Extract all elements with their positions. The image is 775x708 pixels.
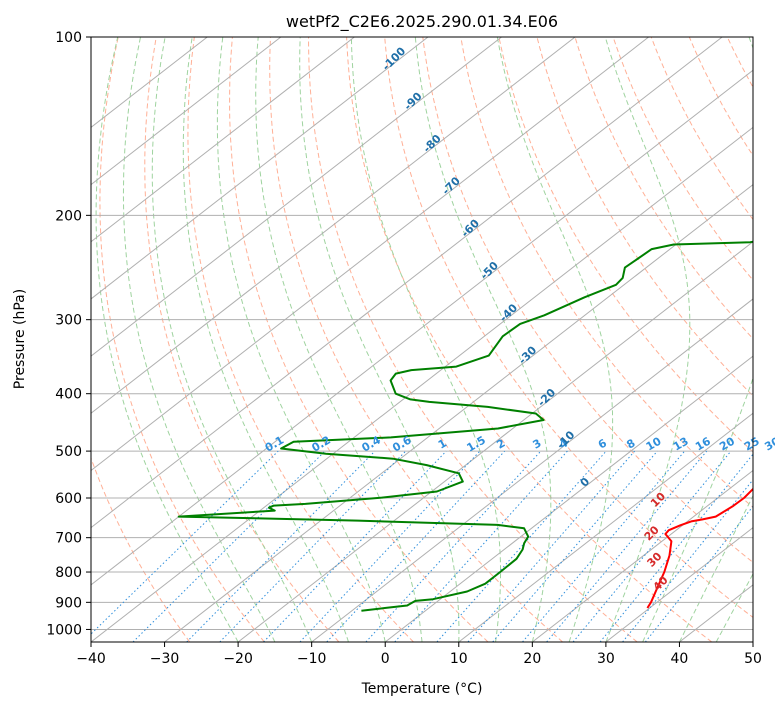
- isotherm-line: [91, 126, 753, 642]
- isotherm-line: [91, 37, 576, 414]
- profile-lines: [177, 240, 753, 612]
- y-tick-label: 200: [55, 208, 82, 224]
- isotherm-line: [91, 37, 723, 529]
- mixing-ratio-line: [263, 450, 447, 642]
- dry-adiabat-line: [422, 37, 753, 564]
- dry-adiabat-line: [612, 37, 753, 281]
- x-tick-label: 10: [450, 651, 468, 667]
- plot-area: [91, 37, 753, 642]
- y-tick-label: 300: [55, 313, 82, 329]
- moist-adiabat-line: [151, 37, 313, 642]
- y-tick-label: 800: [55, 565, 82, 581]
- dry-adiabat-line: [650, 37, 753, 221]
- isotherm-line: [91, 37, 355, 243]
- isotherm-line: [384, 355, 753, 642]
- moist-adiabat-line: [95, 37, 239, 642]
- x-tick-label: 20: [523, 651, 541, 667]
- mixing-ratio-line: [644, 505, 753, 642]
- chart-title: wetPf2_C2E6.2025.290.01.34.E06: [286, 12, 558, 32]
- y-tick-label: 900: [55, 595, 82, 611]
- mixing-ratio-line: [436, 450, 607, 642]
- background-lines: [91, 37, 753, 642]
- dry-adiabat-line: [346, 37, 713, 642]
- dry-adiabat-line: [269, 37, 563, 642]
- mixing-ratio-line: [326, 450, 506, 642]
- isotherm-line: [91, 69, 753, 586]
- isotherm-line: [91, 37, 282, 186]
- y-axis: 100 200 300 400 500 600 700 800 900 1000: [46, 30, 91, 638]
- moist-adiabat-line: [642, 37, 753, 642]
- y-tick-label: 100: [55, 30, 82, 46]
- isotherm-line: [237, 241, 753, 642]
- isotherm-line: [91, 37, 429, 300]
- isotherm-line: [91, 37, 649, 472]
- plot-frame: [90, 36, 754, 643]
- x-tick-label: −40: [76, 651, 106, 667]
- y-tick-label: 400: [55, 387, 82, 403]
- mixing-ratio-line: [572, 450, 732, 642]
- moist-adiabat-line: [299, 37, 460, 642]
- x-tick-label: −10: [297, 651, 327, 667]
- dry-adiabat-line: [574, 37, 753, 340]
- mixing-ratio-line: [186, 450, 376, 642]
- x-tick-label: −30: [150, 651, 180, 667]
- isotherm-line: [532, 469, 753, 642]
- dry-adiabat-line: [498, 37, 753, 453]
- moist-adiabat-line: [604, 37, 691, 642]
- dry-adiabat-line: [384, 37, 753, 618]
- dry-adiabat-line: [144, 37, 340, 642]
- dry-adiabat-line: [308, 37, 638, 642]
- mixing-ratio-line: [546, 450, 708, 642]
- mixing-ratio-line: [365, 450, 542, 642]
- x-tick-label: 50: [744, 651, 762, 667]
- isotherm-line: [311, 298, 753, 642]
- y-tick-label: 1000: [46, 622, 82, 638]
- moist-adiabat-line: [414, 37, 552, 642]
- moist-adiabat-line: [216, 37, 386, 642]
- dry-adiabat-line: [460, 37, 753, 508]
- x-tick-label: 0: [381, 651, 390, 667]
- y-axis-label: Pressure (hPa): [12, 289, 28, 389]
- isotherm-line: [605, 527, 753, 642]
- dry-adiabat-line: [688, 37, 753, 157]
- mixing-ratio-line: [219, 450, 407, 642]
- mixing-ratio-line: [599, 453, 753, 642]
- mixing-ratio-line: [91, 450, 279, 635]
- mixing-ratio-line: [394, 450, 568, 642]
- moist-adiabat-line: [496, 37, 614, 642]
- y-tick-label: 700: [55, 531, 82, 547]
- mixing-ratio-line: [522, 450, 686, 642]
- x-tick-label: 30: [597, 651, 615, 667]
- dry-adiabat-line: [99, 37, 265, 642]
- isotherm-line: [164, 183, 753, 642]
- mixing-ratio-line: [622, 478, 753, 642]
- moist-adiabat-line: [350, 37, 502, 642]
- mixing-ratio-line: [132, 450, 326, 642]
- x-tick-label: 40: [671, 651, 689, 667]
- x-tick-label: −20: [223, 651, 253, 667]
- dry-adiabat-line: [187, 37, 414, 642]
- x-axis: −40 −30 −20 −10 0 10 20 30 40 50: [76, 642, 762, 667]
- dewpoint-profile-line: [177, 240, 753, 612]
- y-tick-label: 600: [55, 491, 82, 507]
- temperature-profile-line: [646, 487, 753, 609]
- isotherm-line: [458, 412, 753, 642]
- dry-adiabat-line: [229, 37, 489, 642]
- x-axis-label: Temperature (°C): [361, 681, 483, 697]
- moist-adiabat-line: [182, 37, 349, 642]
- isotherm-line: [91, 37, 502, 357]
- y-tick-label: 500: [55, 444, 82, 460]
